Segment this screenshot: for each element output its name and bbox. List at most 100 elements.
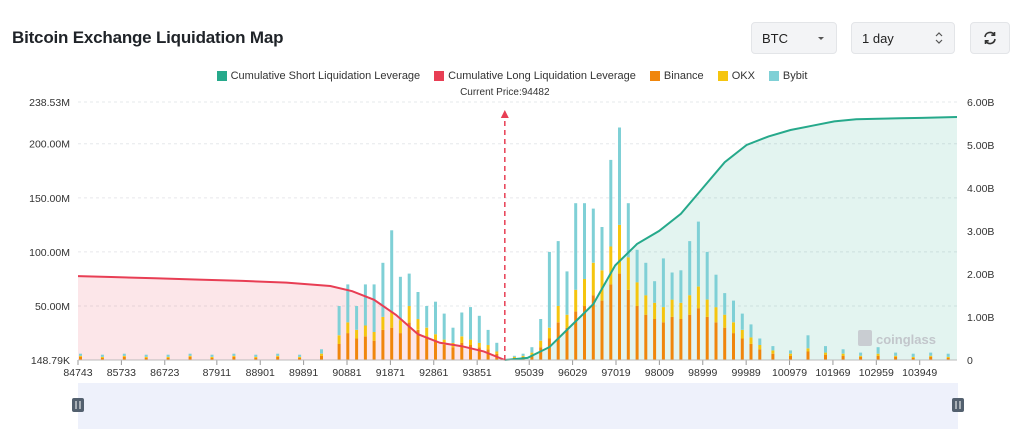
axis-ticks: 148.79K 50.00M 100.00M 150.00M 200.00M 238.53… [29,97,994,379]
bar-okx [363,325,367,337]
bar-binance [758,349,762,361]
bar-binance [398,333,402,361]
range-slider-handle-left[interactable] [72,398,84,412]
bar-okx [547,327,551,339]
bar-okx [530,352,534,355]
bar-bybit [618,127,621,225]
bar-binance [591,295,595,361]
legend-item-short[interactable]: Cumulative Short Liquidation Leverage [216,70,420,82]
x-tick-label: 86723 [150,367,179,379]
bar-okx [653,302,657,319]
cumulative-short-line [504,116,958,361]
bar-bybit [122,353,126,356]
bar-okx [100,356,104,358]
bar-bybit [539,319,543,341]
bar-bybit [398,276,402,321]
bar-binance [894,356,898,361]
bar-okx [556,306,560,323]
bar-okx [469,339,472,345]
y-left-tick-label: 150.00M [29,193,70,205]
bar-binance [859,356,863,361]
bar-okx [705,299,709,317]
bar-bybit [859,352,863,356]
bar-okx [276,355,280,357]
bar-binance [346,333,350,361]
updown-chevron-icon [935,32,943,44]
bar-okx [416,319,420,330]
legend-label: OKX [731,70,755,82]
x-tick-label: 102959 [859,367,894,379]
bar-bybit [210,354,214,357]
bar-okx [144,356,148,358]
x-tick-label: 99989 [732,367,761,379]
coin-select-value: BTC [762,30,788,46]
current-price-label: Current Price:94482 [460,87,550,98]
bar-binance [232,356,236,361]
bar-bybit [670,272,674,300]
legend-item-bybit[interactable]: Bybit [768,70,807,82]
range-slider-handle-right[interactable] [952,398,964,412]
bar-bybit [512,355,516,357]
bar-bybit [442,313,446,340]
legend-item-binance[interactable]: Binance [649,70,704,82]
bar-okx [254,356,258,358]
bar-okx [583,279,586,307]
refresh-button[interactable] [970,22,1010,54]
bar-bybit [166,354,170,357]
bar-okx [337,335,341,344]
legend-item-long[interactable]: Cumulative Long Liquidation Leverage [434,70,636,82]
bar-okx [477,342,481,348]
bar-binance [416,329,420,361]
chevron-down-icon [818,37,824,40]
time-range-select[interactable]: 1 day [851,22,955,54]
bar-okx [749,337,753,344]
bar-binance [583,306,586,361]
bar-bybit [894,352,898,356]
bar-binance [841,355,845,361]
bar-binance [460,342,464,361]
legend-label: Binance [663,70,704,82]
bar-okx [876,353,880,356]
bar-binance [122,356,126,361]
bar-binance [144,358,148,361]
bar-binance [824,354,827,361]
bar-bybit [477,315,481,343]
bar-okx [210,356,214,358]
bar-okx [789,353,792,356]
bar-binance [486,349,490,361]
coin-select[interactable]: BTC [751,22,837,54]
bar-binance [705,316,709,361]
bar-bybit [583,203,586,279]
bar-binance [547,338,551,361]
bar-okx [355,329,359,339]
bar-bybit [806,335,810,349]
bar-binance [565,327,569,361]
y-right-tick-label: 0 [967,355,973,367]
range-slider[interactable] [72,383,964,429]
bar-okx [232,355,236,357]
bar-okx [609,246,613,285]
bar-bybit [381,262,385,317]
bar-bybit [714,274,718,308]
bar-bybit [495,342,499,352]
bar-okx [442,339,446,345]
bar-bybit [337,306,341,336]
bar-binance [609,284,613,361]
bar-okx [188,355,192,357]
bar-bybit [469,307,472,340]
bar-binance [79,356,82,361]
bar-bybit [635,249,639,283]
legend-item-okx[interactable]: OKX [717,70,755,82]
bar-binance [670,316,674,361]
bar-binance [166,358,170,361]
bar-binance [355,338,359,361]
bar-okx [661,307,665,323]
bar-bybit [841,349,845,354]
bar-okx [806,348,810,352]
bar-bybit [771,346,775,351]
bar-binance [771,353,775,361]
range-slider-track[interactable] [78,383,958,429]
bar-bybit [911,353,915,357]
legend-swatch [768,71,779,81]
